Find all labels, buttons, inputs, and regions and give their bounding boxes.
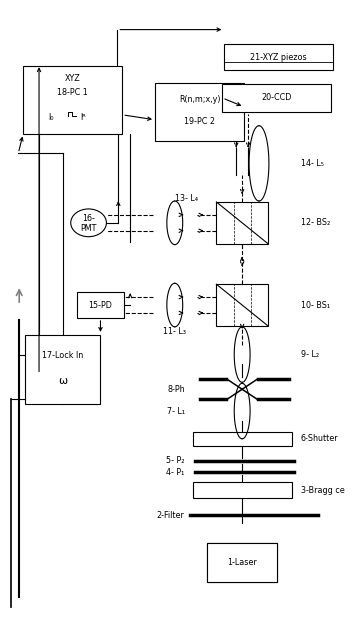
Bar [207, 543, 277, 582]
Bar [224, 45, 333, 70]
Text: 3-Bragg ce: 3-Bragg ce [301, 486, 345, 495]
Text: 17-Lock In: 17-Lock In [42, 351, 84, 360]
Text: ω: ω [58, 376, 67, 386]
Bar [216, 202, 268, 244]
Text: PMT: PMT [80, 224, 97, 233]
Text: 5- P₂: 5- P₂ [166, 456, 185, 465]
Bar [25, 335, 100, 404]
Text: 11- L₃: 11- L₃ [163, 327, 186, 336]
Text: 19-PC 2: 19-PC 2 [184, 117, 215, 126]
Text: 16-: 16- [82, 215, 95, 223]
Text: 10- BS₁: 10- BS₁ [301, 301, 330, 309]
Text: 2-Filter: 2-Filter [157, 511, 185, 520]
Text: 18-PC 1: 18-PC 1 [57, 87, 88, 97]
Bar [193, 432, 292, 446]
Text: 1-Laser: 1-Laser [227, 558, 257, 567]
Text: Iᴿ: Iᴿ [80, 113, 86, 122]
Text: 21-XYZ piezos: 21-XYZ piezos [251, 53, 307, 62]
Text: 4- P₁: 4- P₁ [166, 468, 185, 477]
Text: R(n,m;x,y): R(n,m;x,y) [179, 95, 220, 104]
Bar [222, 84, 331, 112]
Ellipse shape [71, 209, 106, 237]
Bar [155, 83, 244, 141]
Text: 13- L₄: 13- L₄ [175, 194, 198, 203]
Bar [77, 292, 124, 318]
Text: 12- BS₂: 12- BS₂ [301, 218, 330, 228]
Text: I₀: I₀ [48, 113, 54, 122]
Text: 7- L₁: 7- L₁ [167, 407, 185, 415]
Text: 14- L₅: 14- L₅ [301, 159, 323, 168]
Text: 15-PD: 15-PD [89, 301, 112, 309]
Text: 20-CCD: 20-CCD [262, 94, 292, 102]
Bar [193, 482, 292, 498]
Bar [207, 543, 277, 582]
Text: 6-Shutter: 6-Shutter [301, 434, 338, 443]
Bar [23, 66, 122, 134]
Text: XYZ: XYZ [65, 74, 81, 82]
Text: 8-Ph: 8-Ph [167, 385, 185, 394]
Text: 9- L₂: 9- L₂ [301, 350, 319, 359]
Bar [216, 284, 268, 326]
